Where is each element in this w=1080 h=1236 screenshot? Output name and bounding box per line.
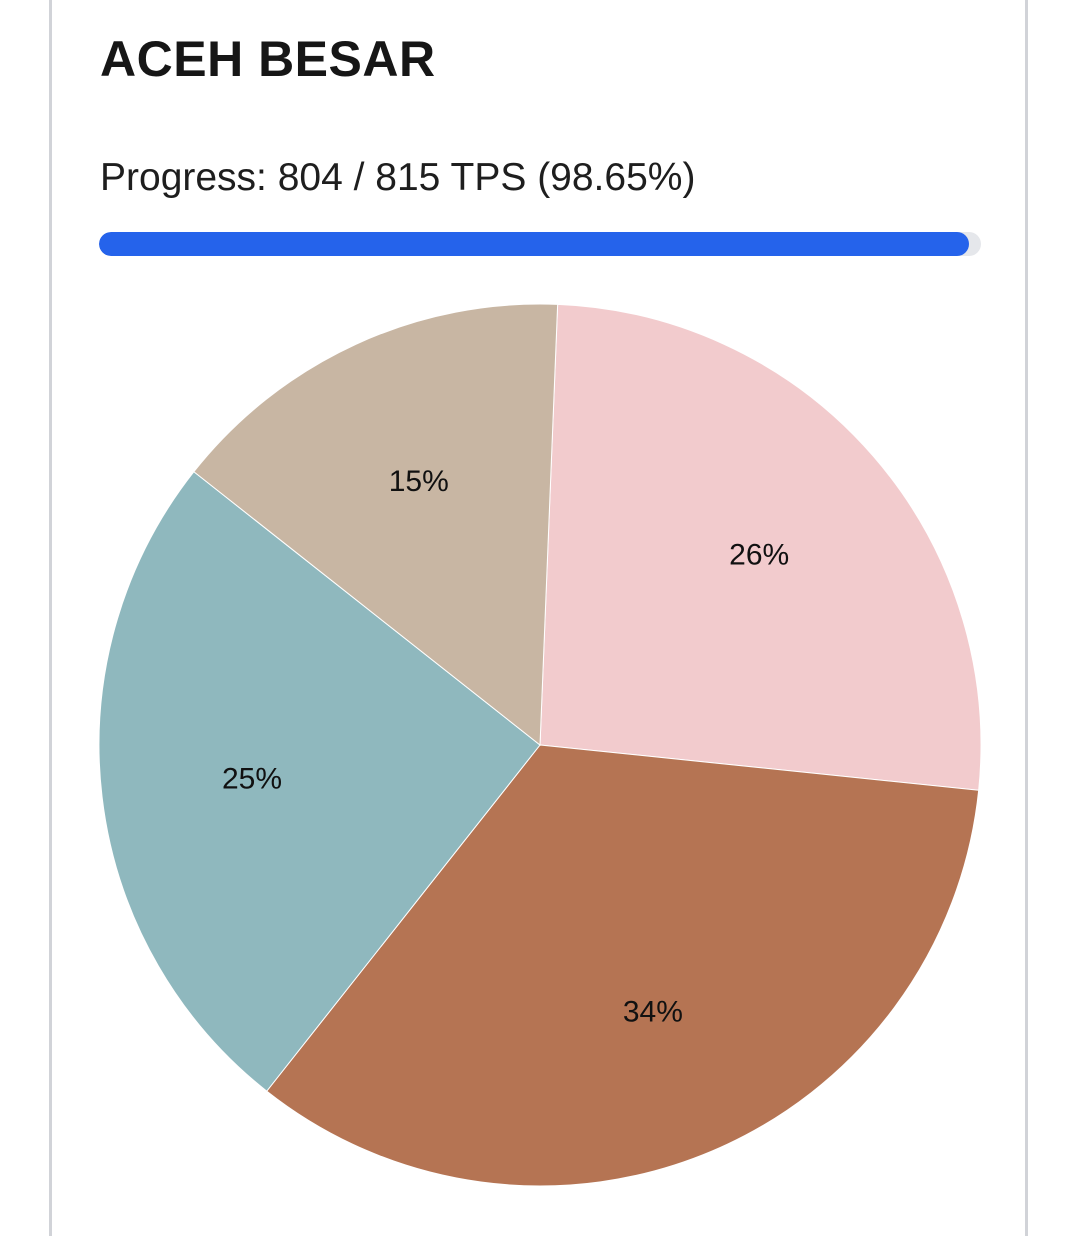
pie-slice-label-3: 25% [222, 762, 282, 795]
pie-slice-label-2: 34% [623, 996, 683, 1029]
pie-slice-1 [539, 303, 982, 791]
progress-bar [99, 232, 981, 256]
progress-text: Progress: 804 / 815 TPS (98.65%) [100, 156, 696, 199]
pie-slice-label-1: 26% [729, 539, 789, 572]
pie-slice-4 [193, 303, 559, 747]
pie-slice-label-4: 15% [389, 465, 449, 498]
pie-slice-2 [266, 744, 980, 1187]
pie-slice-3 [98, 471, 541, 1092]
pie-slices [98, 303, 982, 1187]
region-title: ACEH BESAR [100, 31, 436, 87]
pie-labels: 26% 34% 25% 15% [222, 465, 789, 1029]
progress-bar-fill [99, 232, 970, 256]
